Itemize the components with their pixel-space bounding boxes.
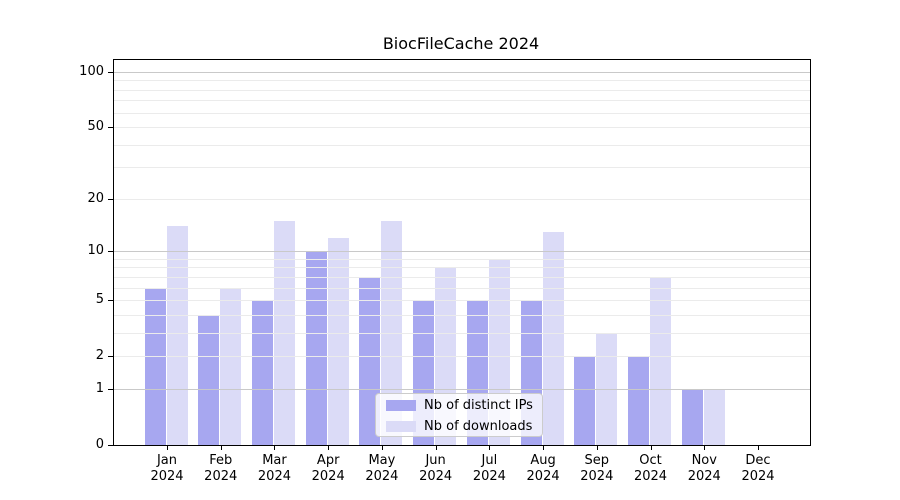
x-tick-label-dec: Dec 2024 (741, 453, 775, 484)
minor-gridline-80 (114, 89, 810, 91)
x-tick-dec (758, 446, 759, 450)
bar-ips-feb (198, 314, 220, 445)
major-gridline-10 (114, 250, 810, 252)
x-tick-sep (596, 446, 598, 450)
y-tick-label-20: 20 (87, 190, 104, 206)
minor-gridline-20 (114, 198, 810, 200)
bar-downloads-apr (327, 237, 349, 445)
legend-label-distinct-ips: Nb of distinct IPs (424, 398, 533, 413)
minor-gridline-40 (114, 144, 810, 146)
major-gridline-1 (114, 388, 810, 390)
y-tick-label-50: 50 (87, 119, 104, 135)
y-tick-label-100: 100 (79, 63, 104, 79)
x-tick-nov (704, 446, 706, 450)
chart-title: BiocFileCache 2024 (382, 34, 540, 53)
major-gridline-100 (114, 71, 810, 73)
y-tick-2 (108, 356, 113, 357)
x-tick-label-jun: Jun 2024 (419, 453, 453, 484)
y-tick-label-0: 0 (95, 437, 104, 452)
x-tick-label-sep: Sep 2024 (580, 453, 614, 484)
x-tick-label-jan: Jan 2024 (150, 453, 184, 484)
y-tick-label-2: 2 (95, 348, 104, 364)
y-tick-5 (108, 300, 113, 301)
minor-gridline-9 (114, 258, 810, 260)
bar-ips-oct (628, 356, 650, 445)
x-tick-may (381, 446, 383, 450)
x-tick-label-feb: Feb 2024 (204, 453, 238, 484)
y-tick-50 (108, 127, 113, 128)
bar-downloads-oct (650, 276, 672, 445)
y-tick-label-10: 10 (87, 243, 104, 259)
bar-ips-nov (681, 388, 703, 445)
legend-item-distinct-ips: Nb of distinct IPs (376, 394, 542, 416)
x-tick-mar (274, 446, 276, 450)
bar-downloads-nov (703, 388, 725, 445)
legend-label-downloads: Nb of downloads (424, 419, 533, 434)
y-tick-1 (108, 389, 113, 390)
plot-area: Nb of distinct IPs Nb of downloads (113, 59, 811, 446)
x-tick-feb (220, 446, 222, 450)
minor-gridline-6 (114, 287, 810, 289)
x-tick-oct (650, 446, 652, 450)
x-tick-jan (167, 446, 168, 450)
y-tick-10 (108, 251, 113, 252)
x-tick-jun (435, 446, 437, 450)
x-tick-apr (328, 446, 330, 450)
minor-gridline-8 (114, 266, 810, 268)
legend: Nb of distinct IPs Nb of downloads (375, 393, 543, 437)
minor-gridline-4 (114, 314, 810, 316)
minor-gridline-5 (114, 299, 810, 301)
x-tick-label-may: May 2024 (365, 453, 399, 484)
bar-ips-mar (251, 300, 273, 445)
ips-swatch-icon (386, 400, 416, 411)
bar-downloads-aug (542, 231, 564, 445)
minor-gridline-50 (114, 126, 810, 128)
x-tick-label-mar: Mar 2024 (257, 453, 291, 484)
y-tick-100 (108, 72, 113, 73)
grid-layer (114, 60, 810, 445)
minor-gridline-7 (114, 276, 810, 278)
y-tick-20 (108, 199, 113, 200)
x-tick-label-jul: Jul 2024 (472, 453, 506, 484)
bar-ips-jan (144, 287, 166, 445)
x-tick-jul (489, 446, 491, 450)
minor-gridline-3 (114, 332, 810, 334)
x-tick-label-apr: Apr 2024 (311, 453, 345, 484)
bar-downloads-jan (166, 226, 188, 445)
minor-gridline-2 (114, 355, 810, 357)
y-tick-label-5: 5 (95, 292, 104, 308)
minor-gridline-60 (114, 112, 810, 114)
y-tick-label-1: 1 (95, 380, 104, 396)
minor-gridline-30 (114, 166, 810, 168)
downloads-swatch-icon (386, 421, 416, 432)
bar-ips-sep (574, 356, 596, 445)
minor-gridline-70 (114, 99, 810, 101)
minor-gridline-90 (114, 79, 810, 81)
x-tick-label-aug: Aug 2024 (526, 453, 560, 484)
x-tick-aug (543, 446, 545, 450)
x-tick-label-oct: Oct 2024 (633, 453, 668, 484)
x-tick-label-nov: Nov 2024 (687, 453, 721, 484)
legend-item-downloads: Nb of downloads (376, 415, 542, 437)
y-tick-0 (108, 445, 113, 446)
bar-downloads-feb (220, 287, 242, 445)
